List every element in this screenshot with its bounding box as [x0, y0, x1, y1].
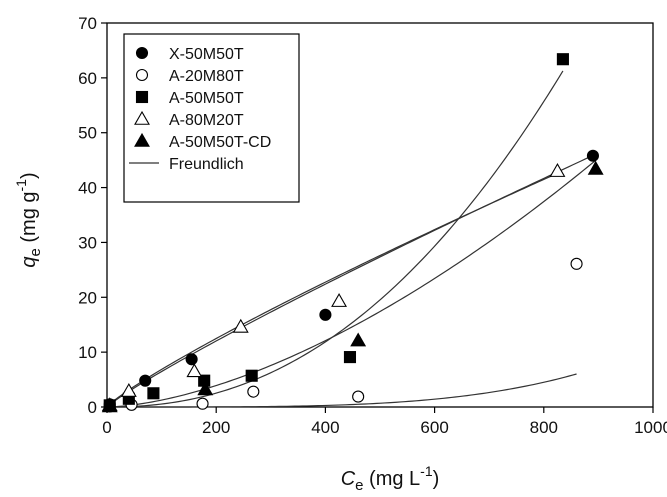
x-axis-label-exp: -1 [420, 463, 433, 479]
fit-curve-a-20m80t [107, 373, 577, 408]
legend-label: X-50M50T [169, 46, 244, 63]
data-point-x-50m50t [185, 353, 198, 366]
y-tick-label: 40 [78, 179, 97, 198]
data-point-a-20m80t [196, 397, 209, 410]
data-point-a-20m80t [570, 257, 583, 270]
x-tick-label: 400 [311, 418, 339, 437]
legend-marker-a-50m50t-cd [134, 132, 150, 147]
y-axis-label-close: ) [18, 172, 40, 179]
data-point-a-50m50t [245, 369, 258, 382]
legend: X-50M50T A-20M80T A-50M50T A-80M20T A-50M50T… [123, 33, 300, 203]
data-point-a-50m50t [343, 351, 357, 364]
x-tick-label: 600 [420, 418, 448, 437]
x-axis-label-main: C [341, 468, 356, 490]
legend-label: A-80M20T [169, 112, 244, 129]
y-axis-label-exp: -1 [13, 179, 29, 192]
y-tick-label: 20 [78, 288, 97, 307]
legend-marker-a-20m80t [135, 68, 149, 82]
data-point-x-50m50t [139, 374, 152, 387]
data-point-a-80m20t [331, 293, 347, 307]
y-axis-label-main: q [18, 257, 40, 268]
y-tick-label: 60 [78, 69, 97, 88]
y-tick-label: 0 [88, 398, 97, 417]
data-point-a-50m50t-cd [587, 160, 604, 175]
legend-label: A-50M50T-CD [169, 134, 271, 151]
chart-frame [106, 22, 654, 408]
fit-curve-a-50m50t-cd [106, 159, 597, 408]
data-point-a-50m50t-cd [197, 381, 214, 396]
legend-items: X-50M50T A-20M80T A-50M50T A-80M20T A-50M50T… [129, 46, 271, 173]
data-points [101, 53, 604, 413]
fit-curves [106, 70, 597, 408]
x-tick-label: 800 [530, 418, 558, 437]
x-axis-label: Ce (mg L-1) [341, 463, 440, 494]
x-tick-label: 200 [202, 418, 230, 437]
data-point-a-80m20t [186, 363, 203, 378]
data-point-a-50m50t-cd [350, 332, 367, 347]
x-tick-label: 0 [102, 418, 111, 437]
legend-label: A-50M50T [169, 90, 244, 107]
data-point-x-50m50t [586, 149, 599, 162]
y-tick-label: 30 [78, 233, 97, 252]
data-point-a-50m50t [147, 387, 160, 400]
y-axis-label-unit: (mg g [18, 191, 40, 248]
data-point-a-80m20t [549, 163, 566, 177]
x-axis-label-unit: (mg L [363, 468, 420, 490]
legend-label: A-20M80T [169, 68, 244, 85]
x-axis-label-sub: e [355, 477, 363, 494]
x-axis-label-close: ) [433, 468, 440, 490]
data-point-x-50m50t [319, 308, 332, 321]
legend-box [123, 33, 300, 203]
plot-frame [106, 22, 654, 408]
y-axis-label: qe (mg g-1) [13, 172, 44, 267]
y-tick-label: 10 [78, 343, 97, 362]
y-tick-label: 50 [78, 124, 97, 143]
data-point-a-50m50t-cd [101, 398, 118, 413]
y-axis-label-sub: e [27, 248, 44, 256]
legend-marker-a-80m20t [134, 110, 150, 125]
data-point-a-20m80t [247, 385, 260, 398]
y-tick-label: 70 [78, 14, 97, 33]
data-point-a-80m20t [232, 318, 249, 333]
data-point-a-80m20t [120, 382, 137, 397]
data-point-a-50m50t [556, 53, 569, 66]
data-point-a-20m80t [352, 390, 365, 403]
fit-curve-a-80m20t [106, 172, 558, 408]
legend-marker-a-50m50t [135, 90, 149, 104]
legend-label: Freundlich [169, 156, 244, 173]
legend-marker-x-50m50t [135, 46, 149, 60]
